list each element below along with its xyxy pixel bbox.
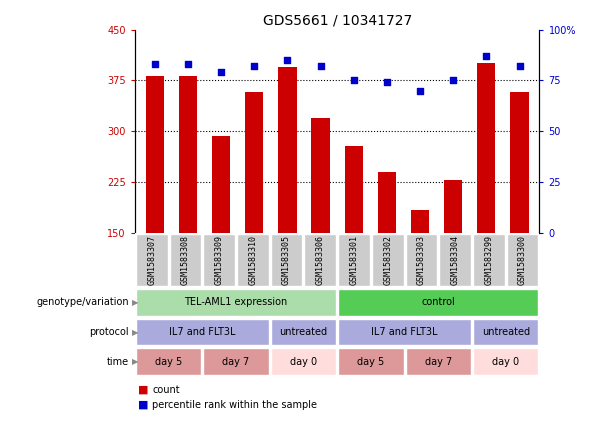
Text: GSM1583308: GSM1583308 xyxy=(181,235,190,285)
Point xyxy=(515,63,525,69)
Point xyxy=(183,61,193,68)
Bar xyxy=(338,234,370,286)
Bar xyxy=(212,136,230,233)
Text: GSM1583305: GSM1583305 xyxy=(282,235,291,285)
Text: day 7: day 7 xyxy=(223,357,249,367)
Bar xyxy=(338,289,538,316)
Bar xyxy=(473,234,504,286)
Text: GSM1583304: GSM1583304 xyxy=(451,235,460,285)
Text: count: count xyxy=(152,385,180,395)
Text: GSM1583307: GSM1583307 xyxy=(147,235,156,285)
Text: GSM1583302: GSM1583302 xyxy=(383,235,392,285)
Text: GSM1583300: GSM1583300 xyxy=(518,235,527,285)
Text: ▶: ▶ xyxy=(132,298,139,307)
Point xyxy=(349,77,359,84)
Bar xyxy=(338,349,403,375)
Text: TEL-AML1 expression: TEL-AML1 expression xyxy=(185,297,287,308)
Bar xyxy=(345,146,363,233)
Text: GSM1583303: GSM1583303 xyxy=(417,235,426,285)
Text: ■: ■ xyxy=(138,400,148,410)
Bar xyxy=(278,67,297,233)
Bar xyxy=(473,349,538,375)
Text: genotype/variation: genotype/variation xyxy=(36,297,129,308)
Bar xyxy=(237,234,268,286)
Text: GSM1583301: GSM1583301 xyxy=(349,235,359,285)
Bar xyxy=(406,234,437,286)
Text: day 0: day 0 xyxy=(290,357,317,367)
Text: day 5: day 5 xyxy=(357,357,384,367)
Text: GSM1583309: GSM1583309 xyxy=(215,235,224,285)
Text: IL7 and FLT3L: IL7 and FLT3L xyxy=(169,327,235,337)
Bar xyxy=(440,234,471,286)
Bar xyxy=(444,180,462,233)
Bar xyxy=(311,118,330,233)
Text: time: time xyxy=(107,357,129,367)
Bar xyxy=(478,63,495,233)
Bar xyxy=(372,234,403,286)
Bar xyxy=(411,210,429,233)
Point xyxy=(481,52,491,59)
Bar xyxy=(271,349,336,375)
Text: day 0: day 0 xyxy=(492,357,519,367)
Text: ▶: ▶ xyxy=(132,357,139,366)
Bar xyxy=(511,92,528,233)
Bar xyxy=(136,234,167,286)
Bar xyxy=(136,319,268,345)
Text: ▶: ▶ xyxy=(132,327,139,337)
Bar xyxy=(406,349,471,375)
Bar xyxy=(170,234,201,286)
Text: day 7: day 7 xyxy=(425,357,452,367)
Text: ■: ■ xyxy=(138,385,148,395)
Bar xyxy=(507,234,538,286)
Text: untreated: untreated xyxy=(280,327,327,337)
Point xyxy=(283,57,292,63)
Bar xyxy=(473,319,538,345)
Bar xyxy=(146,76,164,233)
Text: untreated: untreated xyxy=(482,327,530,337)
Bar xyxy=(204,349,268,375)
Text: GSM1583299: GSM1583299 xyxy=(484,235,493,285)
Bar xyxy=(245,92,264,233)
Text: day 5: day 5 xyxy=(155,357,182,367)
Bar xyxy=(271,319,336,345)
Point xyxy=(150,61,159,68)
Bar xyxy=(136,349,201,375)
Bar xyxy=(179,76,197,233)
Bar xyxy=(305,234,336,286)
Text: GSM1583306: GSM1583306 xyxy=(316,235,325,285)
Text: control: control xyxy=(421,297,455,308)
Point xyxy=(448,77,458,84)
Point xyxy=(216,69,226,76)
Point xyxy=(415,87,425,94)
Text: IL7 and FLT3L: IL7 and FLT3L xyxy=(371,327,438,337)
Text: GSM1583310: GSM1583310 xyxy=(248,235,257,285)
Text: percentile rank within the sample: percentile rank within the sample xyxy=(152,400,317,410)
Text: protocol: protocol xyxy=(89,327,129,337)
Title: GDS5661 / 10341727: GDS5661 / 10341727 xyxy=(262,13,412,27)
Point xyxy=(316,63,326,69)
Bar xyxy=(271,234,302,286)
Point xyxy=(382,79,392,86)
Bar xyxy=(378,172,396,233)
Point xyxy=(249,63,259,69)
Bar xyxy=(136,289,336,316)
Bar xyxy=(338,319,471,345)
Bar xyxy=(204,234,235,286)
